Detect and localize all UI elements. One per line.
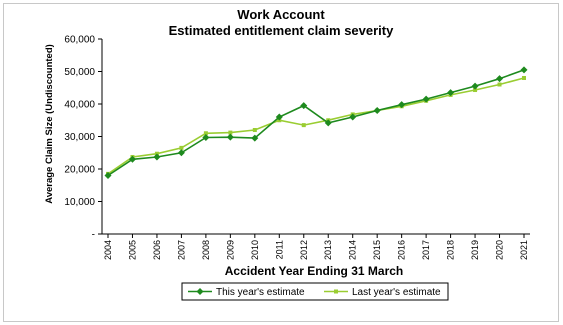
y-tick-label: 50,000 bbox=[64, 67, 95, 78]
data-point bbox=[349, 113, 357, 121]
y-axis-ticks: - 10,000 20,000 30,000 40,000 50,000 60,000 bbox=[64, 35, 102, 241]
data-point bbox=[324, 119, 332, 127]
x-axis-title: Accident Year Ending 31 March bbox=[225, 264, 404, 278]
data-point bbox=[447, 89, 455, 97]
x-tick-label: 2005 bbox=[127, 240, 137, 260]
series-line bbox=[107, 69, 525, 177]
x-tick-label: 2004 bbox=[103, 240, 113, 260]
legend-label: This year's estimate bbox=[216, 287, 305, 298]
x-axis-ticks: 2004 2005 2006 2007 2008 2009 2010 2011 2012 2013… bbox=[103, 234, 529, 260]
data-point bbox=[251, 134, 259, 142]
y-tick-label: - bbox=[92, 230, 95, 241]
legend: This year's estimate Last year's estimate bbox=[181, 282, 449, 301]
series-line bbox=[107, 77, 525, 175]
legend-marker bbox=[196, 288, 204, 295]
x-tick-label: 2016 bbox=[397, 240, 407, 260]
data-point bbox=[422, 95, 430, 103]
x-tick-label: 2010 bbox=[250, 240, 260, 260]
data-point bbox=[398, 101, 406, 109]
data-point bbox=[496, 75, 504, 83]
x-tick-label: 2018 bbox=[446, 240, 456, 260]
y-tick-label: 30,000 bbox=[64, 132, 95, 143]
data-point bbox=[179, 145, 184, 150]
data-point bbox=[104, 172, 112, 179]
y-tick-label: 40,000 bbox=[64, 100, 95, 111]
data-point bbox=[228, 130, 233, 135]
legend-marker bbox=[334, 289, 338, 294]
x-tick-label: 2020 bbox=[495, 240, 505, 260]
x-tick-label: 2008 bbox=[201, 240, 211, 260]
x-tick-label: 2014 bbox=[348, 240, 358, 260]
series-layer bbox=[104, 66, 528, 179]
chart-frame: Work Account Estimated entitlement claim… bbox=[3, 3, 559, 322]
legend-box bbox=[181, 282, 449, 301]
data-point bbox=[202, 133, 210, 141]
line-chart: Work Account Estimated entitlement claim… bbox=[44, 7, 530, 301]
x-tick-label: 2011 bbox=[274, 240, 284, 259]
data-point bbox=[252, 128, 257, 132]
axes bbox=[101, 39, 530, 235]
x-tick-label: 2017 bbox=[421, 240, 431, 260]
x-tick-label: 2007 bbox=[176, 240, 186, 260]
data-point bbox=[497, 82, 502, 87]
data-point bbox=[226, 133, 234, 141]
x-tick-label: 2015 bbox=[372, 240, 382, 260]
x-tick-label: 2012 bbox=[299, 240, 309, 260]
data-point bbox=[275, 113, 283, 121]
data-point bbox=[300, 102, 308, 110]
data-point bbox=[177, 149, 185, 157]
data-point bbox=[203, 131, 208, 136]
data-point bbox=[522, 76, 526, 80]
y-axis-title: Average Claim Size (Undiscounted) bbox=[44, 44, 55, 204]
data-point bbox=[373, 107, 381, 114]
legend-label: Last year's estimate bbox=[352, 287, 441, 298]
y-tick-label: 60,000 bbox=[64, 35, 95, 46]
x-tick-label: 2009 bbox=[225, 240, 235, 260]
data-point bbox=[471, 82, 479, 90]
x-tick-label: 2021 bbox=[519, 240, 529, 260]
data-point bbox=[128, 155, 136, 163]
data-point bbox=[301, 123, 306, 128]
series-this-year bbox=[104, 66, 528, 179]
x-tick-label: 2019 bbox=[470, 240, 480, 260]
y-tick-label: 10,000 bbox=[64, 197, 95, 208]
y-tick-label: 20,000 bbox=[64, 165, 95, 176]
data-point bbox=[520, 66, 528, 74]
x-tick-label: 2006 bbox=[152, 240, 162, 260]
series-last-year bbox=[106, 76, 526, 176]
chart-title: Work Account bbox=[237, 7, 325, 22]
chart-subtitle: Estimated entitlement claim severity bbox=[169, 23, 394, 38]
data-point bbox=[473, 88, 478, 93]
data-point bbox=[153, 153, 161, 161]
x-tick-label: 2013 bbox=[323, 240, 333, 260]
